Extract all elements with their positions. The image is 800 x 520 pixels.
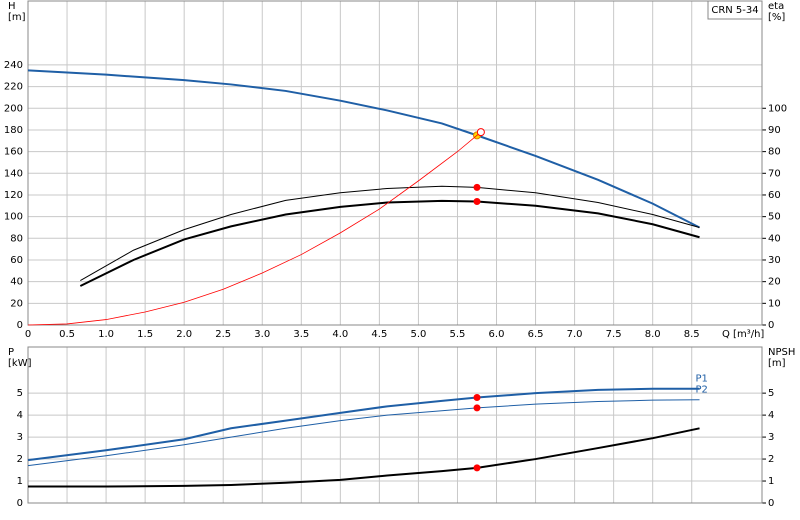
y-axis-label: [kW]	[8, 358, 32, 369]
x-tick-label: 3.5	[293, 329, 309, 340]
plot-border	[27, 346, 763, 504]
y2-tick-label: 30	[768, 255, 781, 266]
y2-tick-label: 0	[768, 320, 774, 331]
legend-label: P1	[696, 374, 708, 385]
x-tick-label: 8.0	[645, 329, 661, 340]
x-tick-label: 1.0	[98, 329, 114, 340]
y2-tick-label: 90	[768, 125, 781, 136]
x-tick-label: 0	[25, 329, 31, 340]
y-tick-label: 3	[17, 432, 23, 443]
curve	[80, 185, 700, 282]
curve	[79, 199, 700, 287]
y-tick-label: 2	[17, 454, 23, 465]
y2-tick-label: 80	[768, 147, 781, 158]
y-tick-label: 180	[4, 125, 23, 136]
y-tick-label: 100	[4, 212, 23, 223]
legend-label: P2	[696, 385, 708, 396]
operating-point	[473, 183, 481, 191]
x-axis-label: Q [m³/h]	[722, 329, 764, 340]
x-tick-label: 7.0	[567, 329, 583, 340]
curve	[27, 399, 700, 467]
curve	[27, 69, 700, 229]
x-tick-label: 1.5	[137, 329, 153, 340]
curve	[27, 131, 482, 326]
x-tick-label: 3.0	[254, 329, 270, 340]
plot-area	[28, 347, 762, 503]
y-tick-label: 4	[17, 410, 23, 421]
y-tick-label: 160	[4, 147, 23, 158]
x-tick-label: 2.5	[215, 329, 231, 340]
x-tick-label: 0.5	[59, 329, 75, 340]
y-tick-label: 1	[17, 476, 23, 487]
y2-tick-label: 40	[768, 233, 781, 244]
y-tick-label: 20	[10, 298, 23, 309]
operating-point	[473, 464, 481, 472]
x-tick-label: 6.5	[528, 329, 544, 340]
y2-tick-label: 20	[768, 277, 781, 288]
y2-tick-label: 4	[768, 410, 774, 421]
y-tick-label: 40	[10, 277, 23, 288]
y-tick-label: 220	[4, 82, 23, 93]
y-tick-label: 80	[10, 233, 23, 244]
curve	[27, 387, 700, 462]
y2-tick-label: 0	[768, 498, 774, 509]
curve	[28, 427, 700, 488]
y2-tick-label: 1	[768, 476, 774, 487]
y2-tick-label: 60	[768, 190, 781, 201]
end-point	[476, 128, 485, 137]
y2-tick-label: 10	[768, 298, 781, 309]
operating-point	[473, 404, 481, 412]
y2-tick-label: 2	[768, 454, 774, 465]
plot-border	[27, 0, 763, 326]
y-tick-label: 60	[10, 255, 23, 266]
y-tick-label: 0	[17, 498, 23, 509]
x-tick-label: 4.0	[332, 329, 348, 340]
y-tick-label: 240	[4, 60, 23, 71]
y-tick-label: 5	[17, 388, 23, 399]
y2-axis-label: NPSH	[768, 347, 795, 358]
y-axis-label: [m]	[8, 12, 26, 23]
x-tick-label: 7.5	[606, 329, 622, 340]
y2-tick-label: 100	[768, 103, 787, 114]
operating-point	[473, 394, 481, 402]
chart-title: CRN 5-34	[711, 5, 758, 16]
operating-point	[473, 197, 481, 205]
y-tick-label: 200	[4, 103, 23, 114]
y-tick-label: 0	[17, 320, 23, 331]
plot-area	[28, 1, 762, 325]
y2-axis-label: [%]	[768, 12, 785, 23]
y-tick-label: 120	[4, 190, 23, 201]
x-tick-label: 2.0	[176, 329, 192, 340]
y-axis-label: H	[8, 1, 16, 12]
y2-axis-label: [m]	[768, 358, 786, 369]
x-tick-label: 5.5	[450, 329, 466, 340]
x-tick-label: 6.0	[489, 329, 505, 340]
y-tick-label: 140	[4, 168, 23, 179]
y2-tick-label: 3	[768, 432, 774, 443]
y2-axis-label: eta	[768, 1, 784, 12]
y2-tick-label: 50	[768, 212, 781, 223]
x-tick-label: 4.5	[371, 329, 387, 340]
title-box	[707, 0, 763, 20]
y2-tick-label: 70	[768, 168, 781, 179]
y2-tick-label: 5	[768, 388, 774, 399]
x-tick-label: 8.5	[684, 329, 700, 340]
x-tick-label: 5.0	[410, 329, 426, 340]
y-axis-label: P	[8, 347, 14, 358]
